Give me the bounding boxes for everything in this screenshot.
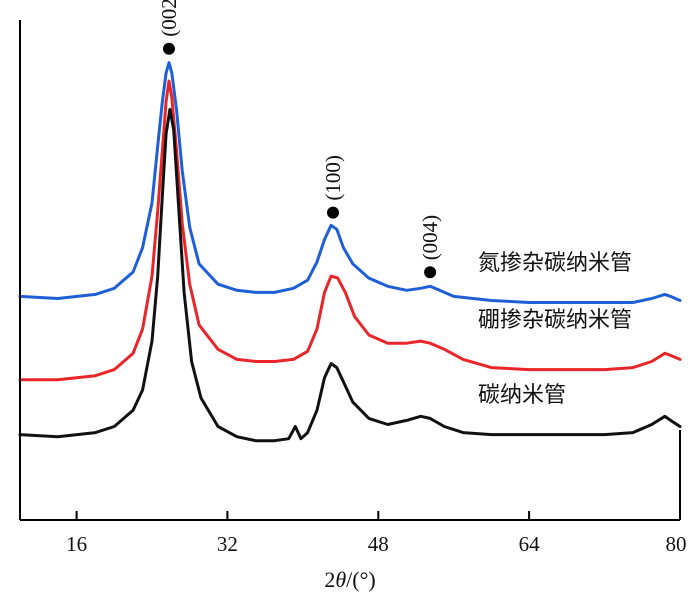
peak-dot [163,42,175,55]
series-curves [18,61,682,443]
peak-label: (100) [321,155,345,201]
series-label-n-doped-cnt: 氮掺杂碳纳米管 [478,251,632,276]
peak-dot [424,266,437,279]
series-line-b-doped-cnt [18,79,682,382]
peak-label: (002) [157,0,181,37]
series-label-cnt: 碳纳米管 [478,383,566,408]
series-label-b-doped-cnt: 硼掺杂碳纳米管 [478,308,632,333]
series-line-n-doped-cnt [18,61,682,304]
peak-label: (004) [418,215,442,261]
x-ticks: 16 32 48 64 80 [66,511,687,556]
x-tick-label: 64 [519,532,541,556]
peak-dot [327,206,339,219]
series-line-cnt [18,107,682,443]
x-tick-label: 80 [666,532,687,556]
x-axis-title: 2θ/(°) [324,567,375,592]
x-tick-label: 48 [368,532,389,556]
x-tick-label: 32 [217,532,238,556]
peak-markers: (002) (100) (004) [157,0,442,279]
x-tick-label: 16 [66,532,87,556]
axes [19,20,681,521]
